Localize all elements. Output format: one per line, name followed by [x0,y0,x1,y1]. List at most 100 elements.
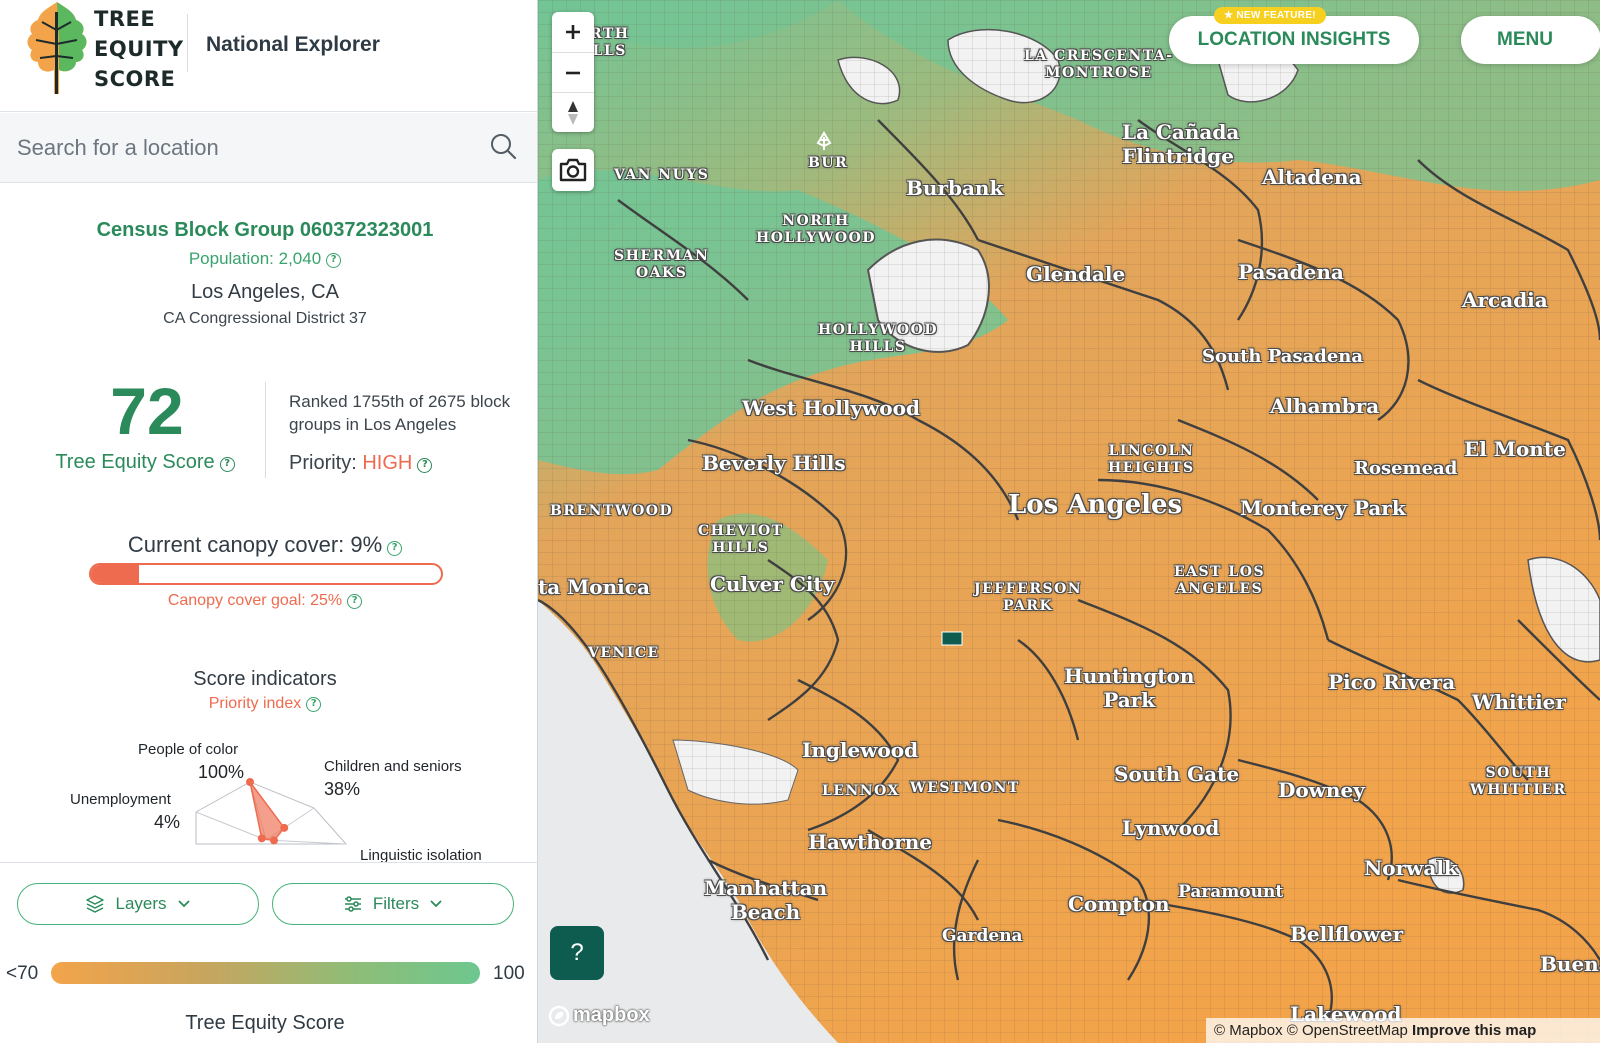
oak-leaf-logo-icon[interactable] [26,0,88,96]
radar-value-point [257,834,266,843]
place-label: LA CRESCENTA- MONTROSE [1024,48,1174,81]
legend-max-label: 100 [493,963,525,984]
place-label: Compton [1068,892,1170,916]
place-label: Bellflower [1290,922,1404,946]
radar-value-point [280,823,289,832]
place-label: Pico Rivera [1328,670,1456,694]
place-label: Hawthorne [808,830,932,854]
place-label: La Cañada Flintridge [1122,120,1240,168]
help-circle-icon[interactable]: ? [326,253,342,268]
map-canvas[interactable]: RTH LLS LA CRESCENTA- MONTROSE La Cañada… [538,0,1600,1043]
help-circle-icon[interactable]: ? [347,594,363,609]
indicator-radar-chart [195,778,348,845]
indicator-value: 38% [324,779,361,799]
canopy-progress-fill [91,565,139,583]
improve-map-link[interactable]: Improve this map [1412,1022,1537,1039]
chevron-down-icon [430,900,442,908]
radar-axis [265,839,347,845]
map-attribution: © Mapbox © OpenStreetMap Improve this ma… [1206,1018,1600,1043]
indicator-label: Children and seniors [324,758,462,775]
place-label: WESTMONT [910,780,1020,796]
radar-value-shape [249,781,286,842]
zoom-controls [552,12,594,132]
priority-index-row: Priority index? [0,695,530,713]
place-label: Beverly Hills [702,451,846,475]
tree-equity-score-label: Tree Equity Score [55,451,215,473]
place-label: Burbank [906,176,1004,200]
place-label: Lynwood [1122,816,1220,840]
camera-icon [559,158,587,182]
place-label: SHERMAN OAKS [614,248,710,281]
score-indicators-title: Score indicators [193,668,337,690]
filters-dropdown-button[interactable]: Filters [272,883,514,925]
search-input[interactable] [0,113,470,183]
brand-header: TREE EQUITY SCORE National Explorer [0,0,537,112]
layers-icon [86,895,105,913]
place-label: Downey [1278,778,1365,802]
place-label: LINCOLN HEIGHTS [1108,443,1195,476]
place-label: Paramount [1178,882,1284,902]
minus-icon [566,71,580,74]
block-group-title: Census Block Group 060372323001 [96,219,434,241]
score-divider [265,382,266,478]
place-label: Norwalk [1364,856,1458,880]
place-label: Inglewood [802,738,919,762]
priority-index-label: Priority index [208,695,302,712]
canopy-goal-text: Canopy cover goal: 25% [167,592,343,609]
mapbox-logo[interactable]: mapbox [548,1004,650,1027]
help-circle-icon[interactable]: ? [417,458,433,473]
canopy-progress-bar [89,563,443,585]
menu-button[interactable]: MENU [1461,16,1600,64]
brand-divider [187,14,188,72]
place-label: Altadena [1262,165,1362,189]
population-row: Population: 2,040? [0,249,530,269]
location-insights-button[interactable]: LOCATION INSIGHTS [1169,16,1419,64]
population-text: Population: 2,040 [188,249,322,268]
place-label: BRENTWOOD [550,503,674,519]
tree-equity-score-value: 72 [110,374,184,448]
canopy-cover-title: Current canopy cover: 9% [127,532,383,557]
chevron-down-icon [177,900,190,908]
place-label: Buena [1540,952,1600,976]
layers-dropdown-button[interactable]: Layers [17,883,259,925]
filters-label: Filters [372,894,420,913]
place-label: Whittier [1472,690,1566,714]
legend-min-label: <70 [6,963,39,984]
reset-north-button[interactable] [552,92,594,132]
mapbox-logo-icon [548,1005,570,1026]
screenshot-button[interactable] [552,149,594,191]
help-circle-icon[interactable]: ? [306,697,322,712]
canopy-cover-row: Current canopy cover: 9%? [0,532,530,558]
help-circle-icon[interactable]: ? [387,541,403,556]
attribution-text[interactable]: © Mapbox © OpenStreetMap [1214,1022,1408,1039]
place-label: EAST LOS ANGELES [1174,564,1266,597]
place-label: Pasadena [1238,260,1344,284]
place-label: Manhattan Beach [704,876,828,924]
place-label: HOLLYWOOD HILLS [818,322,938,355]
plus-icon [566,25,580,39]
logo-line: TREE [94,7,156,31]
new-feature-badge: ★ NEW FEATURE! [1214,7,1326,24]
layers-label: Layers [115,894,167,913]
place-label: Culver City [710,572,835,596]
place-label: SOUTH WHITTIER [1470,765,1567,798]
place-label: VENICE [588,645,660,661]
logo-wordmark[interactable]: TREE EQUITY SCORE [94,4,184,94]
app-subtitle: National Explorer [206,33,380,56]
city-name: Los Angeles, CA [191,281,339,303]
logo-line: SCORE [94,67,176,91]
search-icon[interactable] [490,133,518,161]
help-circle-icon[interactable]: ? [219,457,235,472]
selected-block-group [941,631,963,646]
choropleth-map[interactable] [538,0,1600,1043]
indicator-label: People of color [138,741,239,758]
place-label: Alhambra [1270,394,1380,418]
search-bar [0,113,537,183]
priority-value: HIGH [362,452,413,474]
indicator-label: Unemployment [70,791,171,808]
mapbox-wordmark: mapbox [573,1004,650,1026]
help-button[interactable]: ? [550,926,604,980]
zoom-out-button[interactable] [552,52,594,92]
legend-title: Tree Equity Score [185,1012,345,1034]
zoom-in-button[interactable] [552,12,594,52]
